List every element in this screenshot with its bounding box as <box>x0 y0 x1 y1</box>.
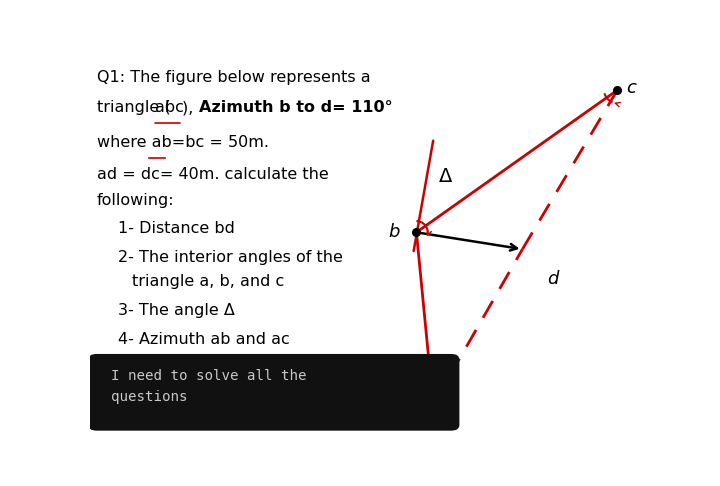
Text: a: a <box>428 416 438 434</box>
Text: where ab=bc = 50m.: where ab=bc = 50m. <box>96 135 269 150</box>
Text: Azimuth b to d= 110°: Azimuth b to d= 110° <box>199 100 392 115</box>
Text: 2- The interior angles of the: 2- The interior angles of the <box>118 250 343 265</box>
Text: ad = dc= 40m. calculate the: ad = dc= 40m. calculate the <box>96 167 328 182</box>
FancyBboxPatch shape <box>89 354 459 431</box>
Text: Δ: Δ <box>439 167 453 186</box>
Text: b: b <box>388 224 400 242</box>
Text: Q1: The figure below represents a: Q1: The figure below represents a <box>96 69 370 85</box>
Text: triangle a, b, and c: triangle a, b, and c <box>132 274 284 289</box>
Text: triangle (: triangle ( <box>96 100 171 115</box>
Text: d: d <box>547 270 559 288</box>
Text: following:: following: <box>96 193 174 208</box>
Text: 3- The angle Δ: 3- The angle Δ <box>118 303 235 318</box>
Text: ),: ), <box>181 100 198 115</box>
Text: abc: abc <box>155 100 184 115</box>
Text: c: c <box>626 79 636 97</box>
Text: I need to solve all the
questions: I need to solve all the questions <box>111 369 306 404</box>
Text: 4- Azimuth ab and ac: 4- Azimuth ab and ac <box>118 332 289 347</box>
Text: 1- Distance bd: 1- Distance bd <box>118 221 235 236</box>
